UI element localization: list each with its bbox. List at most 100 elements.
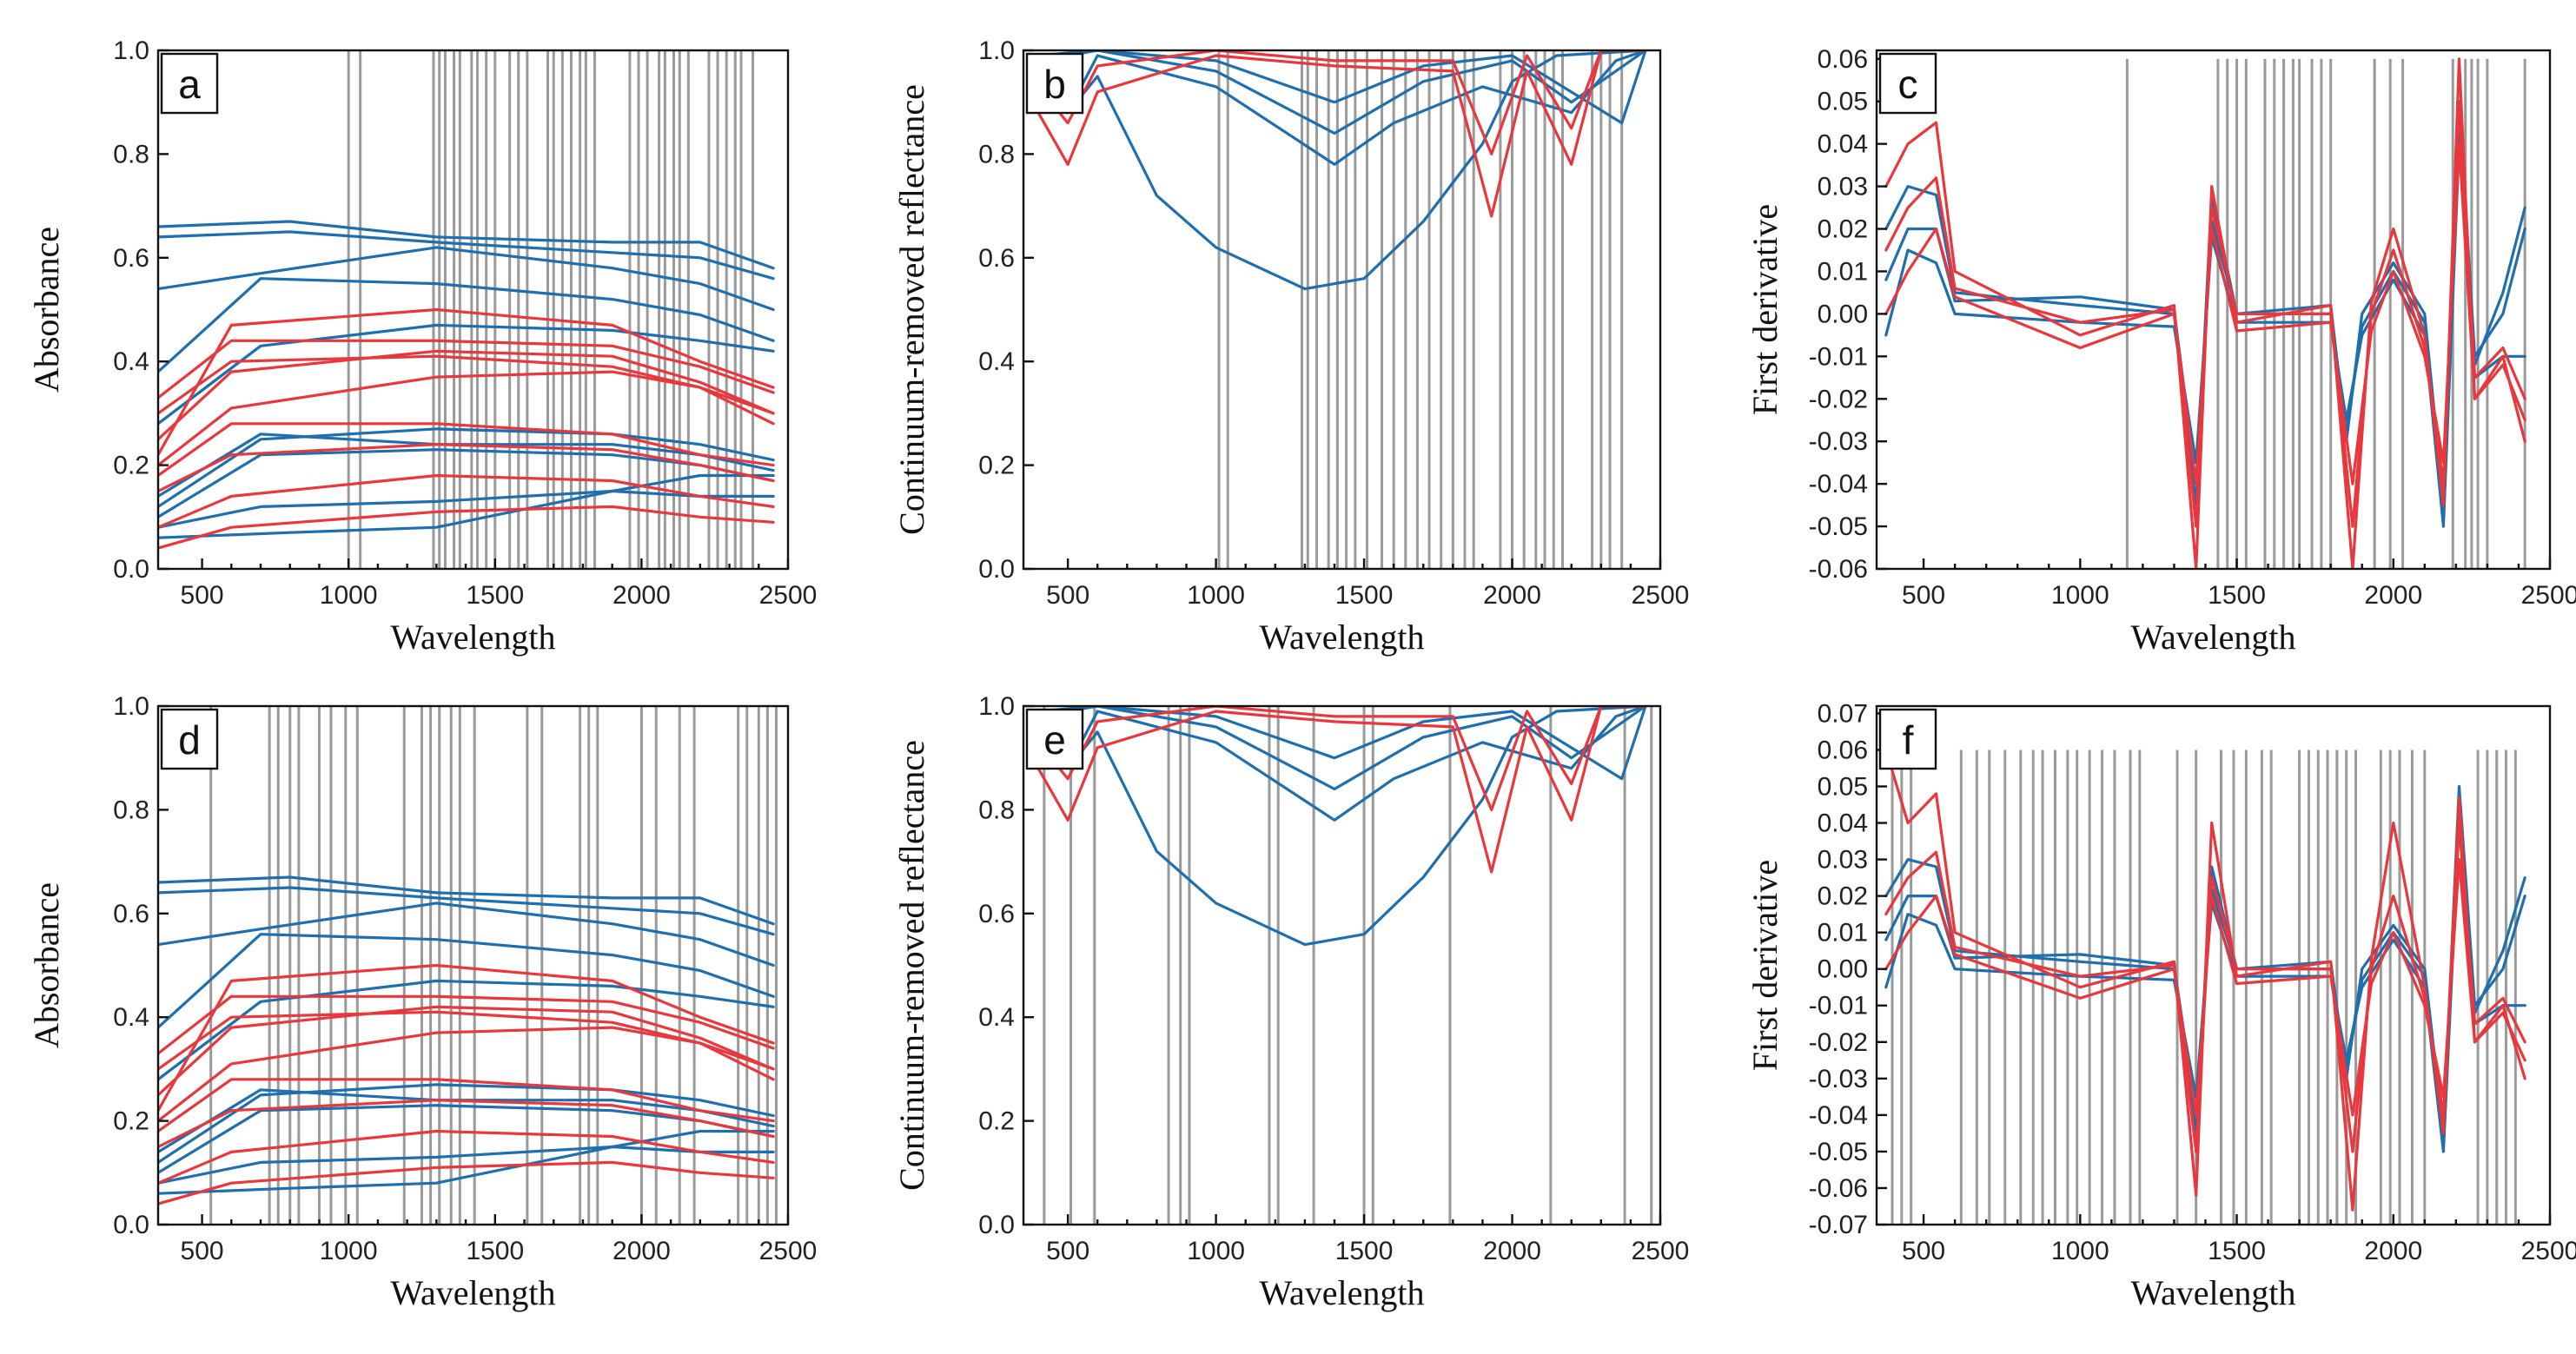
series-line-blue <box>158 1145 775 1185</box>
series-line-blue <box>1036 706 1647 781</box>
y-tick-label: -0.03 <box>1809 1065 1868 1093</box>
marker-lines <box>347 50 755 569</box>
series-line-red <box>158 473 775 529</box>
panel-c: 500 1000 1500 2000 2500 0.06 0.05 0.04 0.03 0.02 0… <box>1745 45 2576 657</box>
series-line-red <box>1036 50 1647 218</box>
y-axis-label: Continuum-removed reflectance <box>892 740 931 1191</box>
series-line-red <box>158 443 775 493</box>
y-axis-label: First derivative <box>1745 860 1785 1071</box>
y-tick-label: 0.02 <box>1818 215 1868 244</box>
series-line-red <box>158 370 775 467</box>
series-line-red <box>158 963 775 1113</box>
x-tick-label: 2000 <box>2364 1237 2422 1265</box>
series-line-red <box>158 1026 775 1123</box>
marker-lines <box>209 706 778 1225</box>
plot-area <box>158 50 788 569</box>
panel-letter: f <box>1903 717 1914 763</box>
panel-e: 500 1000 1500 2000 2500 0.0 0.2 0.4 0.6 0.8 1.0 Wav… <box>892 692 1689 1312</box>
series-line-red <box>158 349 775 441</box>
y-tick-label: -0.06 <box>1809 1174 1868 1203</box>
panel-letter-box <box>160 52 219 115</box>
y-axis-label: Absorbance <box>27 882 66 1048</box>
x-tick-label: 2000 <box>1483 1237 1541 1265</box>
y-tick-label: 0.03 <box>1818 173 1868 201</box>
y-tick-label: 0.4 <box>113 347 149 376</box>
plot-frame <box>156 49 790 571</box>
panel-letter: a <box>178 62 201 107</box>
y-tick-label: 0.6 <box>113 244 149 273</box>
series-line-red <box>1884 858 2526 1117</box>
y-tick-label: -0.04 <box>1809 470 1868 499</box>
x-tick-label: 2000 <box>1483 581 1541 610</box>
series-line-red <box>1884 57 2526 569</box>
series-line-red <box>1036 50 1647 155</box>
y-tick-label: 0.6 <box>113 900 149 928</box>
series-line-blue <box>158 220 775 270</box>
series-line-blue <box>158 933 775 1029</box>
x-tick-label: 1500 <box>466 1237 524 1265</box>
x-tick-label: 2000 <box>613 581 671 610</box>
series-line-red <box>158 1010 775 1081</box>
x-tick-label: 2500 <box>1632 1237 1690 1265</box>
x-tick-label: 1000 <box>1187 581 1245 610</box>
series-line-blue <box>158 427 775 508</box>
y-tick-label: 0.0 <box>978 555 1015 584</box>
series-group <box>1884 57 2526 569</box>
x-tick-label: 1500 <box>466 581 524 610</box>
series-group <box>1884 748 2526 1212</box>
series-line-red <box>158 505 775 550</box>
x-tick-label: 1000 <box>320 581 378 610</box>
y-tick-label: 0.8 <box>978 796 1015 824</box>
series-line-red <box>158 422 775 478</box>
series-line-blue <box>158 230 775 281</box>
panel-f: 500 1000 1500 2000 2500 0.07 0.06 0.05 0.04 0.03 0… <box>1745 699 2576 1312</box>
panel-letter-box <box>160 708 219 770</box>
y-tick-label: 0.01 <box>1818 257 1868 286</box>
series-line-blue <box>1036 50 1647 135</box>
plot-frame <box>1022 49 1662 571</box>
x-axis-label: Wavelength <box>1259 1273 1424 1312</box>
y-tick-label: 0.02 <box>1818 882 1868 911</box>
panel-letter: c <box>1898 62 1918 107</box>
y-tick-label: 0.2 <box>978 1107 1015 1136</box>
y-axis-label: Continuum-removed reflectance <box>892 84 931 535</box>
y-tick-label: 0.0 <box>113 1211 149 1239</box>
series-line-blue <box>1036 706 1647 791</box>
y-tick-label: 0.06 <box>1818 736 1868 764</box>
y-tick-label: 1.0 <box>978 36 1015 65</box>
y-tick-label: -0.02 <box>1809 385 1868 413</box>
y-tick-label: 0.06 <box>1818 45 1868 74</box>
y-tick-label: 0.05 <box>1818 88 1868 116</box>
y-tick-label: 1.0 <box>113 692 149 721</box>
series-line-red <box>1884 748 2526 1212</box>
y-tick-label: 0.8 <box>978 140 1015 168</box>
x-tick-label: 500 <box>1046 1237 1089 1265</box>
x-axis-label: Wavelength <box>390 618 555 657</box>
y-tick-label: 1.0 <box>978 692 1015 721</box>
x-tick-label: 500 <box>1046 581 1089 610</box>
y-tick-label: 0.4 <box>978 1003 1015 1032</box>
x-tick-label: 1500 <box>1335 1237 1394 1265</box>
series-line-red <box>158 1005 775 1097</box>
y-tick-label: -0.03 <box>1809 427 1868 456</box>
x-axis-label: Wavelength <box>390 1273 555 1312</box>
x-tick-label: 2500 <box>2521 1237 2576 1265</box>
y-tick-label: 0.2 <box>978 452 1015 480</box>
series-line-red <box>158 1078 775 1133</box>
panel-letter-box <box>1878 708 1937 770</box>
x-tick-label: 1000 <box>320 1237 378 1265</box>
series-group <box>158 875 775 1205</box>
series-line-red <box>158 354 775 426</box>
panel-b: 500 1000 1500 2000 2500 0.0 0.2 0.4 0.6 0.8 1.0 Wav… <box>892 36 1689 657</box>
y-tick-label: 0.2 <box>113 1107 149 1136</box>
series-line-red <box>1036 706 1647 874</box>
y-tick-label: -0.04 <box>1809 1101 1868 1130</box>
y-tick-label: 0.04 <box>1818 809 1868 838</box>
y-tick-label: 0.4 <box>113 1003 149 1032</box>
x-axis-label: Wavelength <box>2130 1273 2295 1312</box>
y-tick-label: 0.07 <box>1818 699 1868 728</box>
x-tick-label: 2500 <box>759 581 818 610</box>
y-tick-label: 0.00 <box>1818 955 1868 984</box>
plot-frame <box>1022 704 1662 1226</box>
